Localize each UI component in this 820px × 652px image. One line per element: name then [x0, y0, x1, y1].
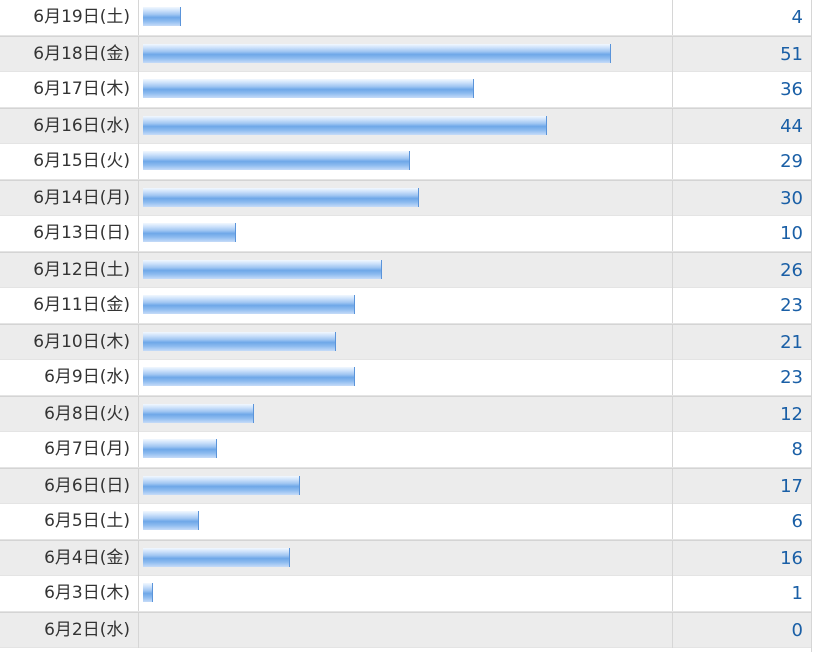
date-label: 6月2日(水): [44, 620, 130, 640]
table-row: 6月6日(日) 17: [0, 468, 811, 504]
column-edge: [811, 0, 812, 652]
value-label: 1: [791, 583, 803, 604]
value-label: 30: [780, 188, 803, 209]
date-label: 6月7日(月): [44, 439, 130, 459]
table-row: 6月10日(木) 21: [0, 324, 811, 360]
date-label: 6月8日(火): [44, 404, 130, 424]
date-label: 6月14日(月): [33, 188, 130, 208]
bar-cell: [138, 325, 673, 360]
value-label: 17: [780, 476, 803, 497]
value-label: 6: [791, 511, 803, 532]
bar-cell: [138, 0, 673, 35]
table-row: 6月8日(火) 12: [0, 396, 811, 432]
bar: [143, 260, 383, 279]
table-row: 6月18日(金) 51: [0, 36, 811, 72]
bar: [143, 332, 337, 351]
value-label: 10: [780, 223, 803, 244]
value-label: 23: [780, 295, 803, 316]
bar: [143, 548, 291, 567]
value-label: 44: [780, 116, 803, 137]
value-label: 16: [780, 548, 803, 569]
date-label: 6月5日(土): [44, 511, 130, 531]
bar-cell: [138, 360, 673, 395]
bar-cell: [138, 397, 673, 432]
bar: [143, 44, 611, 63]
bar-cell: [138, 288, 673, 323]
bar: [143, 116, 547, 135]
bar-cell: [138, 253, 673, 288]
bar-cell: [138, 541, 673, 576]
bar-cell: [138, 109, 673, 144]
bar-cell: [138, 181, 673, 216]
table-row: 6月5日(土) 6: [0, 504, 811, 540]
value-label: 4: [791, 7, 803, 28]
date-label: 6月6日(日): [44, 476, 130, 496]
value-label: 8: [791, 439, 803, 460]
bar: [143, 439, 218, 458]
value-label: 23: [780, 367, 803, 388]
bar: [143, 223, 236, 242]
table-row: 6月15日(火) 29: [0, 144, 811, 180]
date-label: 6月16日(水): [33, 116, 130, 136]
value-label: 29: [780, 151, 803, 172]
bar-cell: [138, 469, 673, 504]
bar-cell: [138, 504, 673, 539]
bar-cell: [138, 144, 673, 179]
date-label: 6月19日(土): [33, 7, 130, 27]
bar: [143, 583, 154, 602]
table-row: 6月19日(土) 4: [0, 0, 811, 36]
date-label: 6月11日(金): [33, 295, 130, 315]
bar: [143, 404, 254, 423]
table-row: 6月14日(月) 30: [0, 180, 811, 216]
value-label: 36: [780, 79, 803, 100]
value-label: 51: [780, 44, 803, 65]
table-row: 6月13日(日) 10: [0, 216, 811, 252]
table-row: 6月4日(金) 16: [0, 540, 811, 576]
bar: [143, 7, 181, 26]
date-label: 6月17日(木): [33, 79, 130, 99]
bar-cell: [138, 576, 673, 611]
date-label: 6月3日(木): [44, 583, 130, 603]
table-row: 6月16日(水) 44: [0, 108, 811, 144]
bar-cell: [138, 432, 673, 467]
bar-cell: [138, 72, 673, 107]
date-label: 6月12日(土): [33, 260, 130, 280]
bar: [143, 79, 474, 98]
value-label: 0: [791, 620, 803, 641]
date-label: 6月15日(火): [33, 151, 130, 171]
bar-cell: [138, 37, 673, 72]
date-label: 6月13日(日): [33, 223, 130, 243]
date-label: 6月18日(金): [33, 44, 130, 64]
value-label: 21: [780, 332, 803, 353]
bar: [143, 476, 300, 495]
table-row: 6月3日(木) 1: [0, 576, 811, 612]
bar: [143, 367, 355, 386]
table-row: 6月2日(水) 0: [0, 612, 811, 648]
bar: [143, 511, 199, 530]
table-row: 6月12日(土) 26: [0, 252, 811, 288]
bar: [143, 151, 410, 170]
bar: [143, 295, 355, 314]
bar-cell: [138, 216, 673, 251]
table-row: 6月11日(金) 23: [0, 288, 811, 324]
bar-cell: [138, 613, 673, 648]
table-row: 6月9日(水) 23: [0, 360, 811, 396]
value-label: 26: [780, 260, 803, 281]
table-row: 6月7日(月) 8: [0, 432, 811, 468]
table-row: 6月17日(木) 36: [0, 72, 811, 108]
date-label: 6月9日(水): [44, 367, 130, 387]
date-label: 6月4日(金): [44, 548, 130, 568]
date-label: 6月10日(木): [33, 332, 130, 352]
value-label: 12: [780, 404, 803, 425]
bar: [143, 188, 419, 207]
